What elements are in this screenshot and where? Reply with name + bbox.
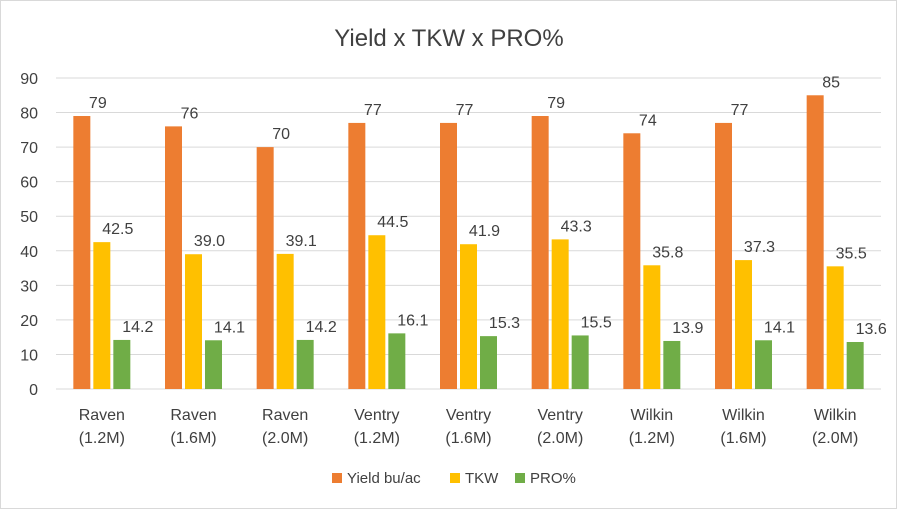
y-axis: 0 10 20 30 40 50 60 70 80 90 bbox=[20, 71, 38, 399]
x-tick-label: Wilkin bbox=[814, 407, 857, 424]
legend-swatch bbox=[332, 473, 342, 483]
y-tick-label: 80 bbox=[20, 106, 38, 123]
data-label: 43.3 bbox=[561, 218, 592, 235]
x-tick-label: (1.6M) bbox=[720, 430, 766, 447]
data-label: 77 bbox=[731, 102, 749, 119]
data-label: 79 bbox=[547, 95, 565, 112]
data-label: 13.6 bbox=[856, 321, 887, 338]
legend-label: TKW bbox=[465, 470, 499, 487]
data-label: 77 bbox=[364, 102, 382, 119]
bar-yield-bu-ac bbox=[807, 95, 824, 389]
y-tick-label: 20 bbox=[20, 313, 38, 330]
data-label: 44.5 bbox=[377, 214, 408, 231]
y-tick-label: 40 bbox=[20, 244, 38, 261]
chart-frame: Yield x TKW x PRO% 0 10 20 30 40 50 60 70 80 90 7… bbox=[0, 0, 897, 509]
y-tick-label: 30 bbox=[20, 278, 38, 295]
x-tick-label: (1.6M) bbox=[445, 430, 491, 447]
data-label: 77 bbox=[456, 102, 474, 119]
bar-tkw bbox=[185, 254, 202, 389]
x-tick-label: (1.2M) bbox=[79, 430, 125, 447]
y-tick-label: 50 bbox=[20, 209, 38, 226]
x-tick-label: (2.0M) bbox=[262, 430, 308, 447]
bar-pro- bbox=[113, 340, 130, 389]
data-label: 14.2 bbox=[306, 319, 337, 336]
data-label: 70 bbox=[272, 126, 290, 143]
x-tick-label: Raven bbox=[170, 407, 216, 424]
bar-tkw bbox=[93, 242, 110, 389]
data-label: 13.9 bbox=[672, 320, 703, 337]
x-tick-label: (2.0M) bbox=[812, 430, 858, 447]
bar-chart: Yield x TKW x PRO% 0 10 20 30 40 50 60 70 80 90 7… bbox=[1, 1, 896, 508]
bar-yield-bu-ac bbox=[532, 116, 549, 389]
x-tick-label: Raven bbox=[79, 407, 125, 424]
data-label: 14.1 bbox=[764, 319, 795, 336]
x-tick-label: (1.6M) bbox=[170, 430, 216, 447]
bar-pro- bbox=[755, 340, 772, 389]
bar-pro- bbox=[572, 335, 589, 389]
bar-yield-bu-ac bbox=[715, 123, 732, 389]
data-label: 35.8 bbox=[652, 244, 683, 261]
y-tick-label: 90 bbox=[20, 71, 38, 88]
y-tick-label: 0 bbox=[29, 382, 38, 399]
data-label: 39.0 bbox=[194, 233, 225, 250]
bar-tkw bbox=[460, 244, 477, 389]
data-label: 41.9 bbox=[469, 223, 500, 240]
x-tick-label: (1.2M) bbox=[629, 430, 675, 447]
x-axis: Raven (1.2M) Raven (1.6M) Raven (2.0M) Ventry (… bbox=[79, 407, 859, 447]
data-label: 79 bbox=[89, 95, 107, 112]
data-label: 14.1 bbox=[214, 319, 245, 336]
data-label: 35.5 bbox=[836, 245, 867, 262]
x-tick-label: Wilkin bbox=[630, 407, 673, 424]
bar-tkw bbox=[277, 254, 294, 389]
bar-tkw bbox=[827, 266, 844, 389]
x-tick-label: (1.2M) bbox=[354, 430, 400, 447]
y-tick-label: 70 bbox=[20, 140, 38, 157]
data-label: 14.2 bbox=[122, 319, 153, 336]
legend: Yield bu/ac TKW PRO% bbox=[332, 470, 576, 487]
data-label: 85 bbox=[822, 74, 840, 91]
bar-yield-bu-ac bbox=[257, 147, 274, 389]
bar-pro- bbox=[847, 342, 864, 389]
data-label: 15.5 bbox=[581, 314, 612, 331]
x-tick-label: Ventry bbox=[354, 407, 399, 424]
x-tick-label: Raven bbox=[262, 407, 308, 424]
bar-tkw bbox=[643, 265, 660, 389]
data-label: 16.1 bbox=[397, 312, 428, 329]
x-tick-label: Ventry bbox=[537, 407, 582, 424]
bar-yield-bu-ac bbox=[440, 123, 457, 389]
y-tick-label: 60 bbox=[20, 175, 38, 192]
bar-pro- bbox=[297, 340, 314, 389]
data-label: 76 bbox=[181, 105, 199, 122]
data-labels: 79 42.5 14.2 76 39.0 14.1 70 39.1 14.2 77 44.5 16.1… bbox=[89, 74, 887, 338]
data-label: 42.5 bbox=[102, 221, 133, 238]
data-label: 39.1 bbox=[286, 233, 317, 250]
x-tick-label: (2.0M) bbox=[537, 430, 583, 447]
legend-label: Yield bu/ac bbox=[347, 470, 421, 487]
bar-yield-bu-ac bbox=[623, 133, 640, 389]
x-tick-label: Ventry bbox=[446, 407, 491, 424]
x-tick-label: Wilkin bbox=[722, 407, 765, 424]
data-label: 15.3 bbox=[489, 315, 520, 332]
legend-swatch bbox=[450, 473, 460, 483]
data-label: 74 bbox=[639, 112, 657, 129]
bar-yield-bu-ac bbox=[165, 126, 182, 389]
bar-tkw bbox=[735, 260, 752, 389]
chart-title: Yield x TKW x PRO% bbox=[334, 25, 563, 52]
bar-yield-bu-ac bbox=[73, 116, 90, 389]
bar-tkw bbox=[552, 239, 569, 389]
bar-yield-bu-ac bbox=[348, 123, 365, 389]
y-tick-label: 10 bbox=[20, 347, 38, 364]
bar-pro- bbox=[388, 333, 405, 389]
bar-tkw bbox=[368, 235, 385, 389]
bar-pro- bbox=[480, 336, 497, 389]
bar-pro- bbox=[663, 341, 680, 389]
legend-swatch bbox=[515, 473, 525, 483]
data-label: 37.3 bbox=[744, 239, 775, 256]
bar-pro- bbox=[205, 340, 222, 389]
legend-label: PRO% bbox=[530, 470, 576, 487]
